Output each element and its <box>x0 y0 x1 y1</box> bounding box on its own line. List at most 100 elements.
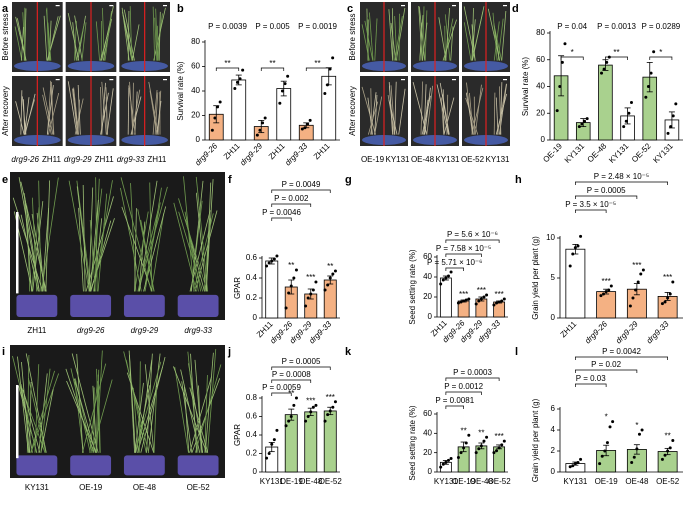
leaf <box>497 83 507 135</box>
leaf <box>364 20 374 61</box>
bracket <box>445 253 482 257</box>
leaf <box>463 22 472 61</box>
significance-stars: ** <box>288 389 294 398</box>
leaf <box>88 187 94 292</box>
data-point <box>444 276 448 280</box>
x-tick-label: OE-48 <box>299 477 323 486</box>
y-tick-label: 80 <box>191 37 200 46</box>
x-tick-label: OE-19 <box>452 477 476 486</box>
data-point <box>500 299 504 303</box>
leaf <box>102 7 105 61</box>
data-point <box>292 403 296 407</box>
x-tick-label: drg9-33 <box>307 319 333 345</box>
bracket <box>305 67 330 71</box>
leaf <box>492 12 498 61</box>
leaf <box>95 177 98 292</box>
leaf <box>106 88 114 135</box>
p-value: P = 0.0059 <box>262 383 301 392</box>
data-point <box>462 299 466 303</box>
leaf <box>463 6 476 61</box>
y-tick-label: 0 <box>253 313 258 322</box>
y-tick-label: 60 <box>191 62 200 71</box>
data-point <box>292 276 296 280</box>
significance-stars: *** <box>326 393 335 402</box>
bracket <box>575 209 607 213</box>
row-label: After recovery <box>348 86 357 136</box>
leaf <box>443 18 454 61</box>
photo-label: KY131 <box>485 155 510 164</box>
data-point <box>485 435 489 439</box>
leaf <box>374 94 378 135</box>
p-value: P = 0.04 <box>557 22 587 31</box>
data-point <box>456 301 460 305</box>
data-point <box>560 60 564 64</box>
y-tick-label: 20 <box>423 292 432 301</box>
significance-stars: *** <box>459 290 468 299</box>
data-point <box>671 280 675 284</box>
y-tick-label: 0.2 <box>246 449 258 458</box>
data-point <box>637 432 641 436</box>
x-tick-label: drg9-33 <box>283 141 309 167</box>
data-point <box>635 447 639 451</box>
leaf <box>153 386 158 453</box>
data-point <box>611 420 615 424</box>
photo-label: OE-19 <box>79 483 103 492</box>
leaf <box>426 85 434 135</box>
y-tick-label: 20 <box>423 448 432 457</box>
scale-bar <box>16 212 19 294</box>
data-point <box>636 280 640 284</box>
data-point <box>634 288 638 292</box>
scale-bar <box>109 79 114 81</box>
data-point <box>607 288 611 292</box>
leaf <box>412 81 428 135</box>
data-point <box>663 453 667 457</box>
panel-letter: d <box>512 3 519 15</box>
leaf <box>72 88 79 135</box>
p-value: P = 0.0019 <box>298 22 337 31</box>
scale-bar <box>55 5 60 7</box>
data-point <box>583 119 587 123</box>
p-value: P = 0.002 <box>274 194 309 203</box>
data-point <box>314 280 318 284</box>
data-point <box>573 246 577 250</box>
x-tick-label: OE-48 <box>586 141 609 164</box>
leaf <box>498 86 502 135</box>
leaf <box>67 81 78 135</box>
leaf <box>77 85 81 135</box>
leaf <box>66 380 97 453</box>
x-tick-label: KY131 <box>563 477 588 486</box>
leaf <box>174 366 189 453</box>
data-point <box>331 56 335 60</box>
leaf <box>91 379 113 453</box>
data-point <box>598 462 602 466</box>
bracket <box>445 405 464 409</box>
data-point <box>331 405 335 409</box>
data-point <box>323 288 327 292</box>
data-point <box>652 50 656 54</box>
x-tick-label: ZH11 <box>267 141 287 161</box>
y-tick-label: 0.2 <box>246 293 258 302</box>
leaf <box>198 385 202 453</box>
data-point <box>497 446 501 450</box>
data-point <box>464 298 468 302</box>
data-point <box>314 403 318 407</box>
leaf <box>418 5 423 61</box>
data-point <box>284 306 288 310</box>
leaf <box>445 7 451 61</box>
data-point <box>328 67 332 71</box>
photo-label: OE-48 <box>411 155 435 164</box>
data-point <box>283 82 287 86</box>
leaf <box>31 197 38 292</box>
y-axis-label: Seed setting rate (%) <box>408 405 417 480</box>
leaf <box>21 361 30 453</box>
photo-label: OE-19 <box>361 155 385 164</box>
p-value: P = 0.0046 <box>262 208 301 217</box>
leaf <box>41 177 59 292</box>
y-tick-label: 40 <box>536 82 545 91</box>
data-point <box>304 419 308 423</box>
data-point <box>600 454 604 458</box>
leaf <box>120 177 152 292</box>
data-point <box>660 302 664 306</box>
